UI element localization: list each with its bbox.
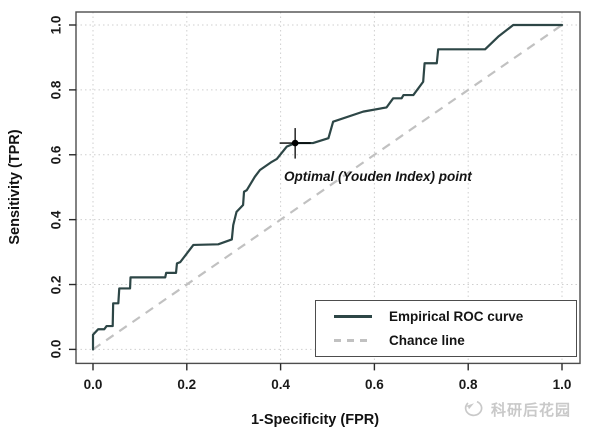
x-tick-label: 0.8 — [458, 377, 478, 392]
x-tick-label: 1.0 — [552, 377, 572, 392]
x-tick-label: 0.0 — [83, 377, 103, 392]
watermark: 科研后花园 — [462, 399, 571, 420]
watermark-text: 科研后花园 — [491, 402, 572, 419]
legend-item: Chance line — [334, 331, 576, 351]
y-tick-label: 0.6 — [48, 145, 64, 165]
legend-item: Empirical ROC curve — [334, 307, 576, 327]
y-tick-label: 0.8 — [48, 80, 64, 100]
x-tick-label: 0.2 — [177, 377, 197, 392]
optimal-point-dot — [291, 139, 299, 147]
legend-box: Empirical ROC curve Chance line — [315, 300, 577, 357]
legend-item-label: Empirical ROC curve — [389, 309, 524, 324]
x-axis-title: 1-Specificity (FPR) — [250, 412, 380, 428]
y-tick-label: 0.4 — [48, 210, 64, 230]
optimal-point-annotation: Optimal (Youden Index) point — [284, 169, 472, 184]
y-tick-label: 1.0 — [48, 15, 64, 35]
y-axis-title: Sensitivity (TPR) — [7, 129, 23, 245]
legend-solid-line-sample — [334, 315, 372, 318]
x-tick-label: 0.6 — [365, 377, 384, 392]
legend-item-label: Chance line — [389, 333, 465, 348]
y-tick-label: 0.0 — [48, 340, 64, 359]
roc-curve-line — [91, 23, 564, 351]
x-tick-label: 0.4 — [271, 377, 290, 392]
plot-border — [75, 11, 581, 365]
legend-dashed-line-sample — [334, 339, 372, 342]
y-tick-label: 0.2 — [48, 275, 64, 294]
paper-plane-swoosh-icon — [464, 400, 483, 416]
